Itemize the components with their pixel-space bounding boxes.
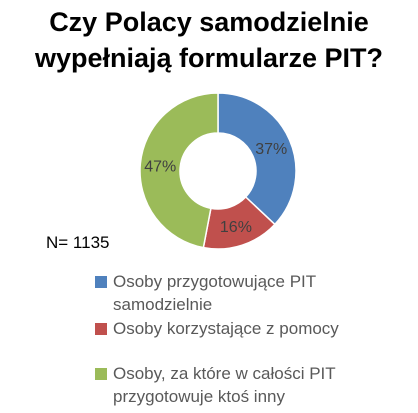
legend-label-other: Osoby, za które w całości PIT przygotowu…	[113, 364, 336, 406]
chart-title-line-1: Czy Polacy samodzielnie	[49, 7, 369, 37]
legend-swatch-self	[95, 276, 107, 288]
data-label-self: 37%	[255, 141, 287, 158]
donut-slice-other	[139, 92, 219, 249]
legend-label-help: Osoby korzystające z pomocy	[113, 319, 339, 338]
chart-title-line-2: wypełniają formularze PIT?	[34, 43, 384, 73]
legend-swatch-help	[95, 323, 107, 335]
legend-swatch-other	[95, 368, 107, 380]
chart-title: Czy Polacy samodzielnie wypełniają formu…	[0, 4, 418, 76]
donut-slice-self	[217, 92, 297, 226]
legend-label-self: Osoby przygotowujące PIT samodzielnie	[113, 272, 316, 314]
data-label-help: 16%	[220, 219, 252, 236]
sample-size-label: N= 1135	[46, 233, 110, 252]
data-label-other: 47%	[144, 159, 176, 176]
